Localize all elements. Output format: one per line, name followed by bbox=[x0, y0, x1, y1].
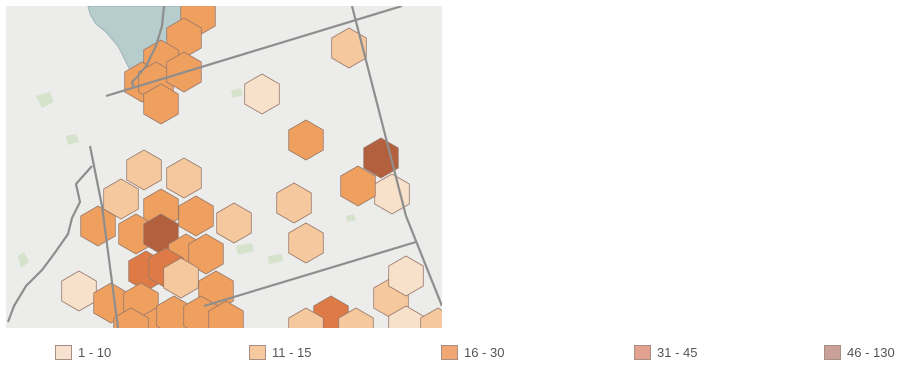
hex-bin[interactable] bbox=[126, 149, 162, 191]
hex-bin[interactable] bbox=[61, 270, 97, 312]
hex-bin[interactable] bbox=[216, 202, 252, 244]
hex-bin[interactable] bbox=[338, 307, 374, 328]
hex-bin[interactable] bbox=[208, 300, 244, 328]
legend-swatch bbox=[55, 344, 72, 360]
state-boundary bbox=[88, 145, 120, 328]
green-patch bbox=[236, 243, 254, 255]
hex-bin[interactable] bbox=[340, 165, 376, 207]
hex-bin[interactable] bbox=[388, 255, 424, 297]
hex-bin[interactable] bbox=[288, 119, 324, 161]
state-boundary bbox=[404, 215, 442, 307]
legend-label: 31 - 45 bbox=[657, 344, 698, 360]
legend-item[interactable]: 46 - 130 bbox=[824, 340, 895, 364]
hex-bins bbox=[61, 6, 442, 328]
hex-bin[interactable] bbox=[178, 195, 214, 237]
legend-label: 46 - 130 bbox=[847, 344, 895, 360]
map-canvas bbox=[6, 6, 442, 328]
legend-item[interactable]: 16 - 30 bbox=[441, 340, 504, 364]
legend-swatch bbox=[824, 344, 841, 360]
hex-bin[interactable] bbox=[188, 233, 224, 275]
state-boundary bbox=[350, 6, 408, 217]
hex-bin[interactable] bbox=[388, 305, 424, 328]
hex-bin[interactable] bbox=[420, 307, 442, 328]
legend-swatch bbox=[441, 344, 458, 360]
hex-bin[interactable] bbox=[103, 178, 139, 220]
legend-item[interactable]: 31 - 45 bbox=[634, 340, 697, 364]
legend-label: 1 - 10 bbox=[78, 344, 112, 360]
green-patch bbox=[66, 134, 79, 145]
legend-swatch bbox=[249, 344, 266, 360]
legend: 1 - 10 11 - 15 16 - 30 31 - 45 46 - 130 bbox=[0, 340, 918, 364]
state-boundary bbox=[203, 240, 417, 308]
state-boundary bbox=[130, 6, 166, 89]
state-boundary bbox=[6, 165, 93, 323]
hex-bin[interactable] bbox=[113, 307, 149, 328]
legend-label: 16 - 30 bbox=[464, 344, 505, 360]
hex-bin[interactable] bbox=[163, 257, 199, 299]
hex-bin[interactable] bbox=[276, 182, 312, 224]
hex-bin[interactable] bbox=[166, 157, 202, 199]
hex-bin[interactable] bbox=[288, 222, 324, 264]
hex-bin[interactable] bbox=[331, 27, 367, 69]
legend-item[interactable]: 1 - 10 bbox=[55, 340, 111, 364]
green-patch bbox=[346, 214, 356, 222]
hex-bin[interactable] bbox=[244, 73, 280, 115]
state-boundary bbox=[105, 6, 403, 98]
green-patch bbox=[268, 254, 283, 264]
green-patch bbox=[231, 88, 243, 98]
hex-bin[interactable] bbox=[143, 83, 179, 125]
legend-item[interactable]: 11 - 15 bbox=[249, 340, 312, 364]
legend-label: 11 - 15 bbox=[272, 344, 312, 360]
legend-swatch bbox=[634, 344, 651, 360]
state-boundaries bbox=[6, 6, 442, 328]
hex-map[interactable] bbox=[6, 6, 442, 328]
hex-bin[interactable] bbox=[288, 307, 324, 328]
green-patch bbox=[36, 92, 54, 108]
green-patch bbox=[18, 252, 29, 268]
